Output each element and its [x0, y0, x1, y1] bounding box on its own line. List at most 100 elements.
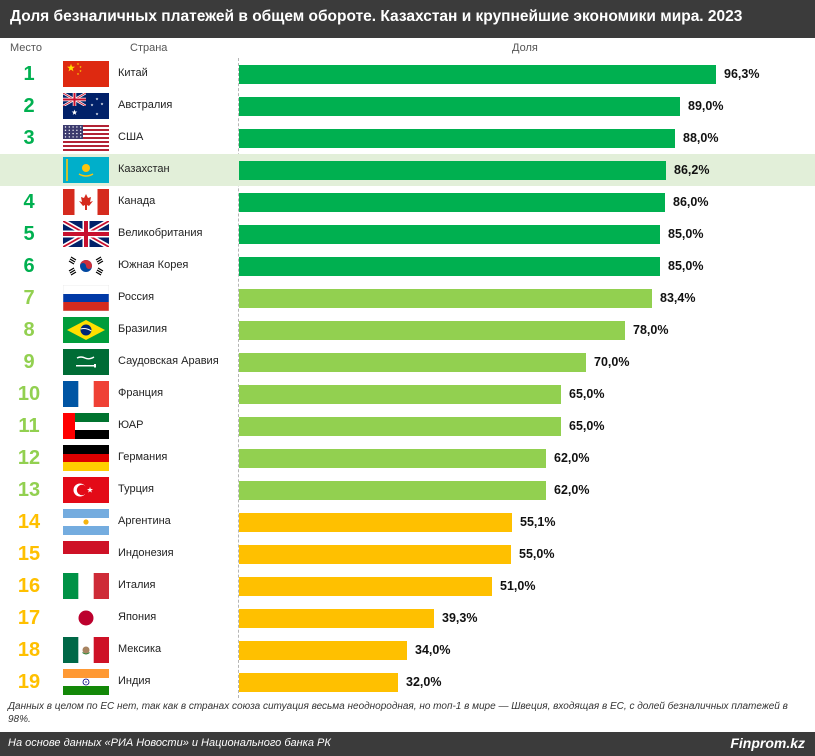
rank-label: 1: [23, 63, 35, 85]
value-label: 55,0%: [519, 547, 555, 561]
rank-label: 10: [17, 383, 41, 405]
bar: [239, 641, 407, 660]
column-header-country: Страна: [130, 42, 168, 54]
value-label: 65,0%: [569, 419, 605, 433]
bar: [239, 193, 665, 212]
value-label: 78,0%: [633, 323, 669, 337]
bar: [239, 449, 546, 468]
rank-label: 6: [23, 255, 35, 277]
country-label: Франция: [118, 387, 164, 399]
mexico-flag-icon: [63, 637, 109, 663]
country-label: Турция: [118, 483, 154, 495]
bar: [239, 609, 434, 628]
country-label: Мексика: [118, 643, 162, 655]
rank-label: 18: [17, 639, 41, 661]
value-label: 83,4%: [660, 291, 696, 305]
footnote: Данных в целом по ЕС нет, так как в стра…: [8, 701, 788, 725]
turkey-flag-icon: [63, 477, 109, 503]
country-label: ЮАР: [118, 419, 144, 431]
rank-label: 7: [23, 287, 35, 309]
chart-row: 16 Италия 51,0%: [0, 570, 815, 602]
value-label: 88,0%: [683, 131, 719, 145]
rank-label: 3: [23, 127, 35, 149]
chart-row: 17 Япония 39,3%: [0, 602, 815, 634]
rank-label: 16: [17, 575, 41, 597]
bar: [239, 225, 660, 244]
bar: [239, 65, 716, 84]
country-label: Аргентина: [118, 515, 171, 527]
value-label: 51,0%: [500, 579, 536, 593]
rank-label: 9: [23, 351, 35, 373]
rank-label: 12: [17, 447, 41, 469]
chart-row: 2 Австралия 89,0%: [0, 90, 815, 122]
country-label: Италия: [118, 579, 156, 591]
value-label: 86,0%: [673, 195, 709, 209]
china-flag-icon: [63, 61, 109, 87]
value-label: 85,0%: [668, 259, 704, 273]
argentina-flag-icon: [63, 509, 109, 535]
chart-row: 9 Саудовская Аравия 70,0%: [0, 346, 815, 378]
italy-flag-icon: [63, 573, 109, 599]
country-label: Саудовская Аравия: [118, 355, 219, 367]
value-label: 70,0%: [594, 355, 630, 369]
bar: [239, 417, 561, 436]
value-label: 34,0%: [415, 643, 451, 657]
value-label: 62,0%: [554, 483, 590, 497]
bar: [239, 673, 398, 692]
bar: [239, 161, 666, 180]
chart-row: 19 Индия 32,0%: [0, 666, 815, 698]
rank-label: 4: [23, 191, 35, 213]
country-label: США: [118, 131, 144, 143]
chart-row: 5 Великобритания 85,0%: [0, 218, 815, 250]
india-flag-icon: [63, 669, 109, 695]
value-label: 85,0%: [668, 227, 704, 241]
bar: [239, 481, 546, 500]
country-label: Австралия: [118, 99, 173, 111]
bar: [239, 353, 586, 372]
chart-row: 15 Индонезия 55,0%: [0, 538, 815, 570]
column-header-rank: Место: [10, 42, 42, 54]
value-label: 39,3%: [442, 611, 478, 625]
country-label: Южная Корея: [118, 259, 189, 271]
country-label: Индонезия: [118, 547, 174, 559]
kazakhstan-flag-icon: [63, 157, 109, 183]
rank-label: 5: [23, 223, 35, 245]
chart-row: 18 Мексика 34,0%: [0, 634, 815, 666]
bar: [239, 577, 492, 596]
chart-row: 12 Германия 62,0%: [0, 442, 815, 474]
country-label: Германия: [118, 451, 168, 463]
axis-baseline: [238, 58, 239, 698]
bar: [239, 513, 512, 532]
country-label: Великобритания: [118, 227, 203, 239]
rank-label: 8: [23, 319, 35, 341]
rank-label: 15: [17, 543, 41, 565]
rank-label: 13: [17, 479, 41, 501]
australia-flag-icon: [63, 93, 109, 119]
chart-row: 6 Южная Корея 85,0%: [0, 250, 815, 282]
value-label: 55,1%: [520, 515, 556, 529]
chart-row: 10 Франция 65,0%: [0, 378, 815, 410]
chart-row: 1 Китай 96,3%: [0, 58, 815, 90]
bar: [239, 385, 561, 404]
france-flag-icon: [63, 381, 109, 407]
country-label: Япония: [118, 611, 157, 623]
source-text: На основе данных «РИА Новости» и Национа…: [8, 737, 331, 749]
chart-row: 14 Аргентина 55,1%: [0, 506, 815, 538]
column-header-share: Доля: [512, 42, 538, 54]
russia-flag-icon: [62, 284, 110, 312]
germany-flag-icon: [63, 445, 109, 471]
chart-row: 13 Турция 62,0%: [0, 474, 815, 506]
value-label: 86,2%: [674, 163, 710, 177]
rank-label: 11: [18, 415, 40, 437]
uae-flag-icon: [63, 413, 109, 439]
south-korea-flag-icon: [63, 253, 109, 279]
bar: [239, 257, 660, 276]
canada-flag-icon: [63, 189, 109, 215]
brand-logo: Finprom.kz: [730, 735, 805, 751]
value-label: 96,3%: [724, 67, 760, 81]
value-label: 89,0%: [688, 99, 724, 113]
japan-flag-icon: [63, 605, 109, 631]
brazil-flag-icon: [63, 317, 109, 343]
chart-title: Доля безналичных платежей в общем оборот…: [10, 8, 743, 25]
footer-bar: На основе данных «РИА Новости» и Национа…: [0, 732, 815, 756]
